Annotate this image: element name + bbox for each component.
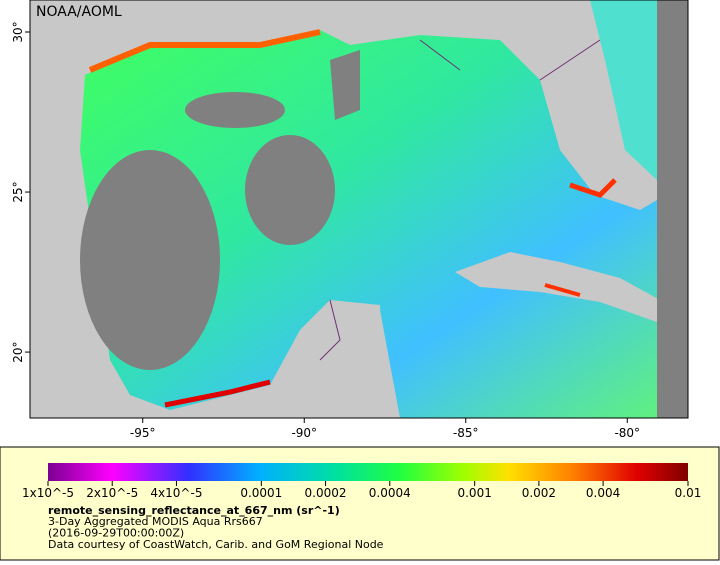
coastal-high	[544, 283, 581, 297]
colorbar-tick-label: 0.004	[586, 486, 620, 500]
credit: NOAA/AOML	[36, 4, 122, 20]
y-tick-label: 20°	[11, 341, 25, 362]
caption-line: 3-Day Aggregated MODIS Aqua Rrs667	[48, 515, 263, 528]
caption: 3-Day Aggregated MODIS Aqua Rrs667(2016-…	[48, 515, 384, 551]
no-data	[330, 50, 360, 120]
y-tick-label: 30°	[11, 21, 25, 42]
colorbar-tick-label: 1x10^-5	[22, 486, 74, 500]
no-data	[80, 150, 220, 370]
colorbar-ticks: 1x10^-5 2x10^-5 4x10^-5 0.0001 0.0002 0.0004 0…	[22, 481, 701, 500]
x-tick-label: -80°	[614, 426, 640, 440]
y-tick-label: 25°	[11, 181, 25, 202]
yucatan	[300, 300, 385, 418]
caption-line: (2016-09-29T00:00:00Z)	[48, 527, 184, 540]
colorbar-tick-label: 0.0001	[240, 486, 282, 500]
colorbar-tick-label: 0.002	[522, 486, 556, 500]
no-data	[185, 92, 285, 128]
colorbar	[48, 463, 688, 481]
colorbar-tick-label: 0.0004	[369, 486, 411, 500]
coastal-high	[88, 29, 321, 73]
x-tick-label: -90°	[291, 426, 317, 440]
x-tick-label: -95°	[130, 426, 156, 440]
map	[30, 0, 688, 418]
axes: -95° -90° -85° -80° 20° 25° 30°	[11, 21, 640, 440]
border	[319, 39, 601, 361]
caption-line: Data courtesy of CoastWatch, Carib. and …	[48, 538, 384, 551]
x-tick-label: -85°	[453, 426, 479, 440]
colorbar-tick-label: 0.01	[675, 486, 702, 500]
colorbar-tick-label: 0.0002	[305, 486, 347, 500]
map-frame	[29, 0, 689, 419]
colorbar-tick-label: 4x10^-5	[150, 486, 202, 500]
colorbar-tick-label: 0.001	[457, 486, 491, 500]
coastal-high	[164, 379, 271, 408]
colorbar-tick-label: 2x10^-5	[86, 486, 138, 500]
variable: remote_sensing_reflectance_at_667_nm (sr…	[48, 504, 340, 517]
no-data	[245, 135, 335, 245]
atlantic	[590, 0, 657, 180]
coastal-high	[569, 178, 617, 198]
no-data	[657, 0, 688, 418]
